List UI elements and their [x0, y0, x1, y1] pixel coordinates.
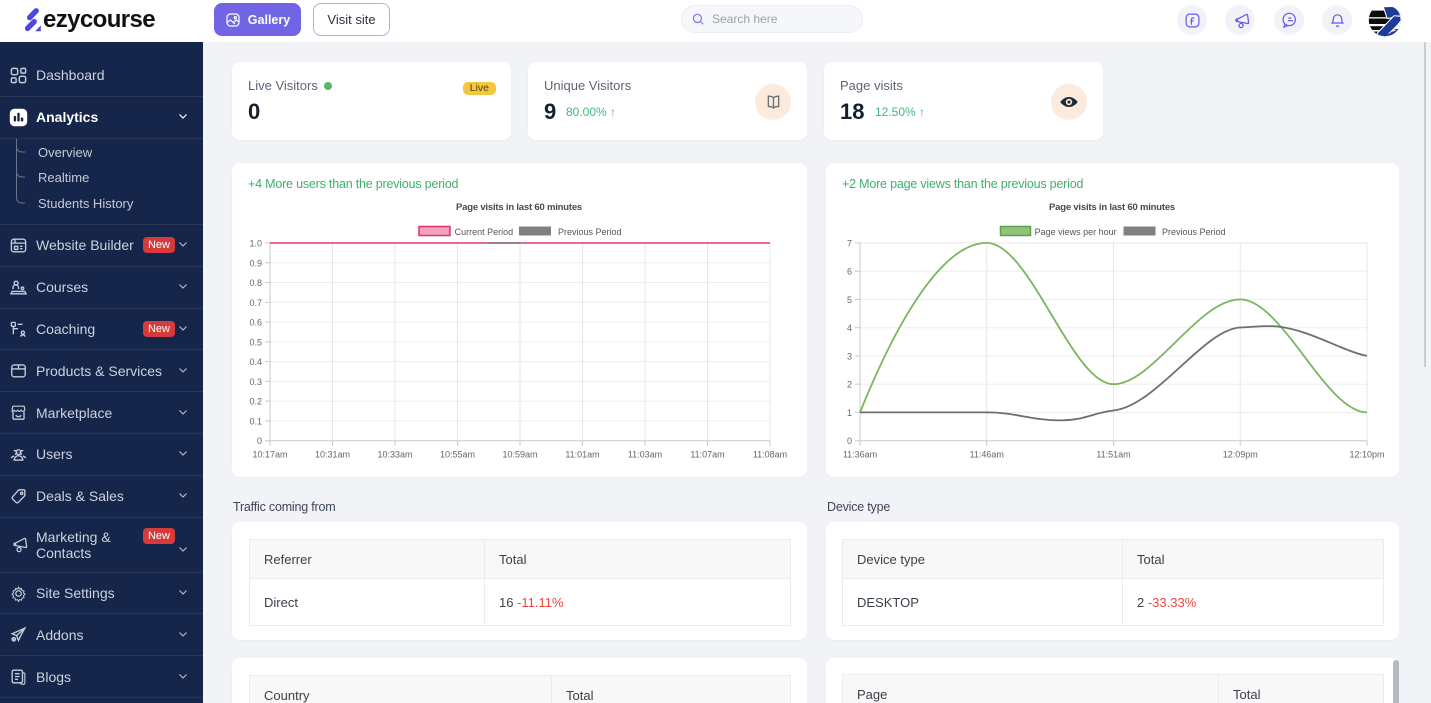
svg-text:2: 2: [847, 380, 852, 390]
svg-text:5: 5: [847, 295, 852, 305]
svg-text:11:08am: 11:08am: [753, 450, 787, 460]
svg-text:10:31am: 10:31am: [315, 450, 350, 460]
svg-text:10:59am: 10:59am: [502, 450, 537, 460]
svg-text:7: 7: [847, 238, 852, 248]
svg-text:1.0: 1.0: [249, 239, 262, 249]
svg-text:10:55am: 10:55am: [440, 450, 475, 460]
svg-text:0: 0: [257, 436, 262, 446]
svg-text:11:51am: 11:51am: [1096, 450, 1130, 460]
svg-text:Previous Period: Previous Period: [1162, 227, 1226, 237]
svg-text:11:01am: 11:01am: [565, 450, 599, 460]
svg-text:1: 1: [847, 408, 852, 418]
svg-text:0.6: 0.6: [249, 318, 262, 328]
svg-text:0.7: 0.7: [249, 298, 262, 308]
svg-text:0.4: 0.4: [249, 357, 262, 367]
svg-text:3: 3: [847, 351, 852, 361]
svg-text:12:09pm: 12:09pm: [1223, 450, 1258, 460]
svg-text:4: 4: [847, 323, 852, 333]
svg-text:0.5: 0.5: [249, 337, 262, 347]
svg-text:12:10pm: 12:10pm: [1349, 450, 1384, 460]
svg-text:10:17am: 10:17am: [252, 450, 287, 460]
svg-text:0.9: 0.9: [249, 258, 262, 268]
svg-text:0: 0: [847, 436, 852, 446]
svg-text:Page visits in last 60 minutes: Page visits in last 60 minutes: [1049, 202, 1175, 213]
svg-text:10:33am: 10:33am: [377, 450, 412, 460]
svg-text:Page views per hour: Page views per hour: [1035, 227, 1117, 237]
svg-text:Current Period: Current Period: [455, 227, 514, 237]
svg-text:11:36am: 11:36am: [843, 450, 877, 460]
svg-text:0.2: 0.2: [249, 397, 262, 407]
svg-text:Page visits in last 60 minutes: Page visits in last 60 minutes: [456, 202, 582, 213]
svg-text:6: 6: [847, 267, 852, 277]
svg-text:0.1: 0.1: [249, 416, 262, 426]
svg-text:0.8: 0.8: [249, 278, 262, 288]
svg-text:11:03am: 11:03am: [628, 450, 662, 460]
svg-text:Previous Period: Previous Period: [558, 227, 622, 237]
svg-text:0.3: 0.3: [249, 377, 262, 387]
svg-text:11:46am: 11:46am: [970, 450, 1004, 460]
svg-text:11:07am: 11:07am: [690, 450, 724, 460]
